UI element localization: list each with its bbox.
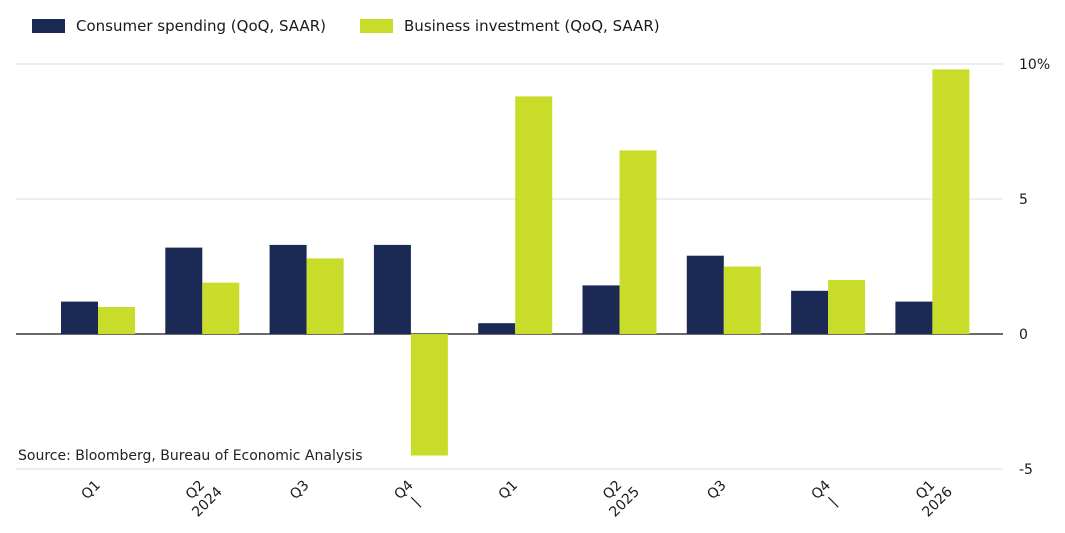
x-tick-label: Q3: [704, 477, 729, 502]
year-separator-tick: [410, 496, 422, 508]
bar-consumer: [165, 247, 203, 334]
x-tick-group: Q4: [809, 477, 839, 508]
bar-business: [723, 266, 761, 334]
x-tick-group: Q1: [78, 477, 103, 502]
x-tick-group: Q1: [496, 477, 521, 502]
year-separator-tick: [827, 496, 839, 508]
y-tick-label: 0: [1019, 327, 1028, 343]
x-tick-group: Q4: [391, 477, 422, 508]
x-tick-group: Q3: [704, 477, 729, 502]
bar-consumer: [791, 290, 829, 334]
bar-consumer: [269, 244, 307, 334]
bar-business: [202, 282, 240, 334]
bar-business: [515, 96, 553, 335]
x-tick-label: Q1: [496, 477, 521, 502]
bar-consumer: [895, 301, 933, 334]
y-tick-label: 10%: [1019, 57, 1050, 73]
bar-consumer: [61, 301, 98, 334]
bar-business: [932, 69, 970, 335]
x-tick-label: Q1: [78, 477, 103, 502]
bar-business: [410, 334, 448, 456]
source-note: Source: Bloomberg, Bureau of Economic An…: [18, 448, 363, 464]
legend-label-consumer: Consumer spending (QoQ, SAAR): [76, 17, 327, 35]
legend-item-consumer: Consumer spending (QoQ, SAAR): [32, 17, 326, 35]
bar-business: [619, 150, 657, 334]
legend: Consumer spending (QoQ, SAAR) Business i…: [32, 17, 694, 35]
y-tick-label: -5: [1019, 462, 1033, 478]
legend-swatch-business: [360, 19, 394, 33]
x-tick-group: Q3: [287, 477, 312, 502]
bar-consumer: [582, 285, 620, 334]
y-tick-label: 5: [1019, 192, 1028, 208]
legend-swatch-consumer: [32, 19, 65, 33]
legend-label-business: Business investment (QoQ, SAAR): [404, 17, 660, 35]
bar-consumer: [478, 323, 516, 334]
bar-business: [98, 307, 135, 334]
bar-consumer: [373, 244, 411, 334]
x-tick-label: Q3: [287, 477, 312, 502]
legend-item-business: Business investment (QoQ, SAAR): [360, 17, 660, 35]
bar-consumer: [686, 255, 724, 334]
bar-business: [828, 280, 866, 334]
bar-business: [306, 258, 344, 334]
